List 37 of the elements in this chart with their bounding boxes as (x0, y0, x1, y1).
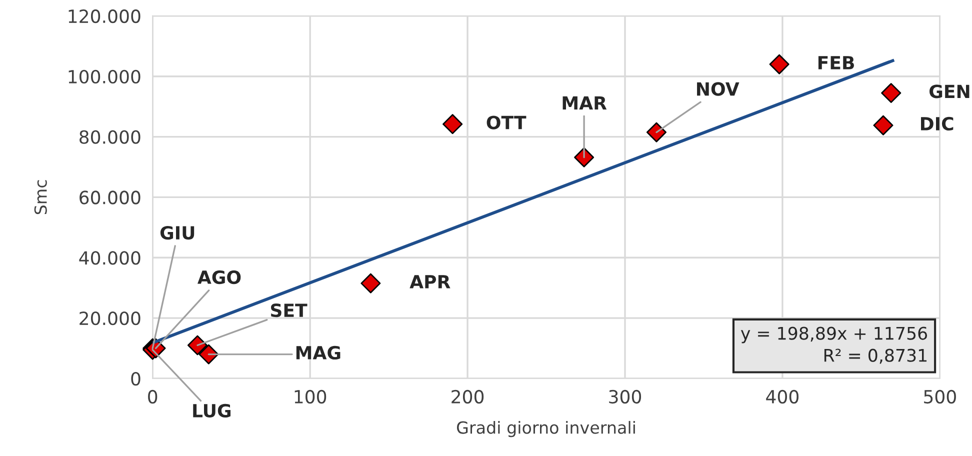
x-tick-label: 200 (452, 390, 484, 404)
y-tick-label: 40.000 (79, 251, 140, 265)
point (574, 147, 594, 168)
annotation: GIU (160, 226, 194, 240)
annotation: OTT (486, 116, 526, 130)
annotation: APR (410, 275, 450, 288)
annotation: FEB (818, 56, 854, 70)
x-axis-title: Gradi giorno invernali (456, 420, 635, 438)
y-tick-label: 20.000 (80, 312, 140, 326)
y-tick-label: 80.000 (80, 130, 140, 144)
y-tick-label: 120.000 (68, 9, 140, 24)
x-tick-label: 300 (609, 390, 642, 404)
y-tick-label: 60.000 (80, 190, 140, 204)
annotation: AGO (198, 270, 241, 284)
y-tick-label: 100.000 (68, 70, 140, 84)
point (198, 344, 219, 364)
point (187, 335, 208, 356)
annotation: MAR (562, 96, 607, 110)
x-tick-label: 0 (148, 390, 158, 404)
annotation: y = 198,89x + 11756 R² = 0,8731 (740, 326, 928, 364)
annotation: SET (271, 303, 308, 318)
annotation: GEN (930, 84, 970, 98)
x-tick-label: 500 (924, 390, 956, 404)
point (442, 114, 463, 134)
y-axis-title: Smc (34, 180, 47, 214)
y-tick-label: 0 (131, 372, 140, 386)
point (881, 82, 902, 104)
x-tick-label: 100 (294, 390, 326, 404)
annotation: NOV (697, 82, 740, 96)
point (360, 273, 381, 294)
point (646, 122, 666, 142)
point (873, 115, 894, 136)
point (769, 54, 790, 74)
annotation: DIC (921, 116, 954, 131)
annotation: LUG (193, 404, 230, 418)
x-tick-label: 400 (766, 390, 798, 404)
annotation: MAG (296, 346, 340, 360)
